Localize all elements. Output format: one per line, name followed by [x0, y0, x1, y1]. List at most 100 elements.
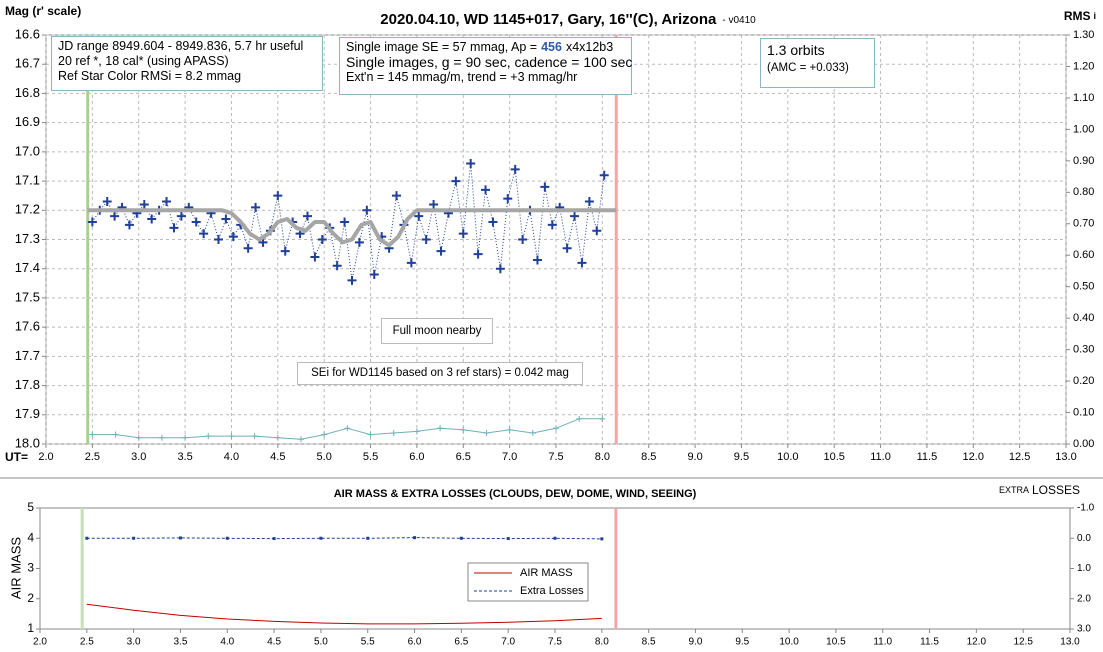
x-tick-label: 13.0	[1060, 637, 1080, 648]
y2-tick-label: 0.30	[1073, 344, 1094, 356]
legend-label: Extra Losses	[520, 585, 584, 597]
y-tick-label: 17.9	[15, 406, 40, 421]
y-tick-label: 17.8	[15, 377, 40, 392]
annotation-line: Ext'n = 145 mmag/m, trend = +3 mmag/hr	[346, 70, 578, 84]
data-point	[169, 223, 179, 233]
y2-tick-label: 0.20	[1073, 375, 1094, 387]
data-point	[584, 197, 594, 207]
annotation-line: JD range 8949.604 - 8949.836, 5.7 hr use…	[58, 39, 304, 53]
y2-tick-label: 1.10	[1073, 92, 1094, 104]
data-point	[553, 536, 557, 540]
annotation-line: SEi for WD1145 based on 3 ref stars) = 0…	[311, 367, 569, 379]
y2-tick-label: 1.20	[1073, 60, 1094, 72]
annotation: Single image SE = 57 mmag, Ap = 456 x4x12b…	[339, 37, 632, 95]
y2-axis-label-b: LOSSES	[1032, 483, 1080, 497]
data-point	[302, 211, 312, 221]
y-tick-label: 17.6	[15, 319, 40, 334]
annotation-line: 20 ref *, 18 cal* (using APASS)	[58, 54, 229, 68]
data-point	[488, 217, 498, 227]
data-point	[369, 270, 379, 280]
data-point	[459, 536, 463, 540]
x-tick-label: 11.0	[873, 637, 892, 648]
y2-tick-label: 0.70	[1073, 218, 1094, 230]
y2-tick-label: 0.80	[1073, 186, 1094, 198]
chart-title: AIR MASS & EXTRA LOSSES (CLOUDS, DEW, DO…	[334, 488, 697, 500]
x-tick-label: 6.5	[456, 451, 471, 463]
data-point	[362, 205, 372, 215]
x-tick-label: 9.5	[735, 637, 749, 648]
x-tick-label: 7.5	[548, 451, 563, 463]
data-point	[532, 255, 542, 265]
y2-tick-label: 1.00	[1073, 123, 1094, 135]
y2-axis-label-a: EXTRA	[999, 485, 1029, 495]
annotation-line: 1.3 orbits	[767, 42, 825, 58]
data-point	[458, 229, 468, 239]
data-point	[547, 220, 557, 230]
x-tick-label: 10.5	[823, 451, 844, 463]
data-point	[340, 217, 350, 227]
chart-title: 2020.04.10, WD 1145+017, Gary, 16''(C), …	[380, 11, 756, 28]
data-point	[599, 415, 606, 422]
y-tick-label: 17.0	[15, 143, 40, 158]
data-point	[518, 235, 528, 244]
y-tick-label: 17.4	[15, 260, 40, 275]
x-tick-label: 6.0	[408, 637, 422, 648]
data-point	[112, 431, 119, 438]
y2-tick-label: 1.30	[1073, 29, 1094, 41]
annotation: Full moon nearby	[381, 318, 493, 344]
data-point	[460, 426, 467, 433]
annotation: JD range 8949.604 - 8949.836, 5.7 hr use…	[51, 36, 323, 91]
data-point	[158, 434, 165, 441]
data-point	[139, 199, 149, 209]
x-tick-label: 13.0	[1055, 451, 1076, 463]
x-tick-label: 2.0	[38, 451, 53, 463]
data-point	[592, 226, 602, 236]
y2-axis-label: RMS i	[1064, 9, 1096, 23]
annotation-line: Full moon nearby	[392, 325, 482, 337]
x-tick-label: 7.0	[502, 451, 517, 463]
data-point	[553, 425, 559, 432]
x-tick-label: 5.0	[317, 451, 332, 463]
x-tick-label: 2.5	[80, 637, 94, 648]
data-point	[310, 252, 320, 262]
y-tick-label: 5	[27, 500, 34, 514]
data-point	[199, 229, 209, 239]
data-point	[354, 237, 364, 247]
x-tick-label: 4.0	[220, 637, 234, 648]
data-point	[176, 211, 186, 221]
data-point	[272, 537, 276, 541]
data-point	[429, 199, 439, 209]
data-point	[414, 211, 424, 221]
data-point	[483, 429, 490, 436]
data-point	[506, 537, 510, 541]
x-tick-label: 6.5	[454, 637, 468, 648]
annotation-line: Single images, g = 90 sec, cadence = 100…	[346, 54, 633, 70]
data-point	[182, 434, 189, 441]
x-tick-label: 2.5	[85, 451, 100, 463]
x-tick-label: 5.5	[363, 451, 378, 463]
data-point	[243, 243, 253, 253]
data-point	[599, 170, 609, 180]
y-tick-label: 16.9	[15, 114, 40, 129]
x-tick-label: 12.0	[967, 637, 987, 648]
data-point	[251, 202, 261, 212]
x-tick-label: 5.0	[314, 637, 328, 648]
x-tick-label: 3.5	[177, 451, 192, 463]
data-point	[162, 197, 172, 207]
chart-version: - v0410	[722, 15, 756, 26]
data-point	[390, 429, 397, 436]
y2-tick-label: 0.0	[1077, 533, 1091, 544]
data-point	[273, 191, 283, 201]
x-tick-label: 9.5	[734, 451, 749, 463]
data-point	[473, 249, 483, 259]
x-tick-label: 10.5	[826, 637, 846, 648]
data-point	[510, 164, 520, 174]
data-point	[421, 235, 431, 244]
data-point	[466, 159, 476, 169]
x-tick-label: 8.5	[642, 637, 656, 648]
x-tick-label: 9.0	[689, 637, 703, 648]
data-point	[178, 536, 182, 540]
data-point	[321, 431, 328, 438]
series-line	[87, 208, 617, 248]
